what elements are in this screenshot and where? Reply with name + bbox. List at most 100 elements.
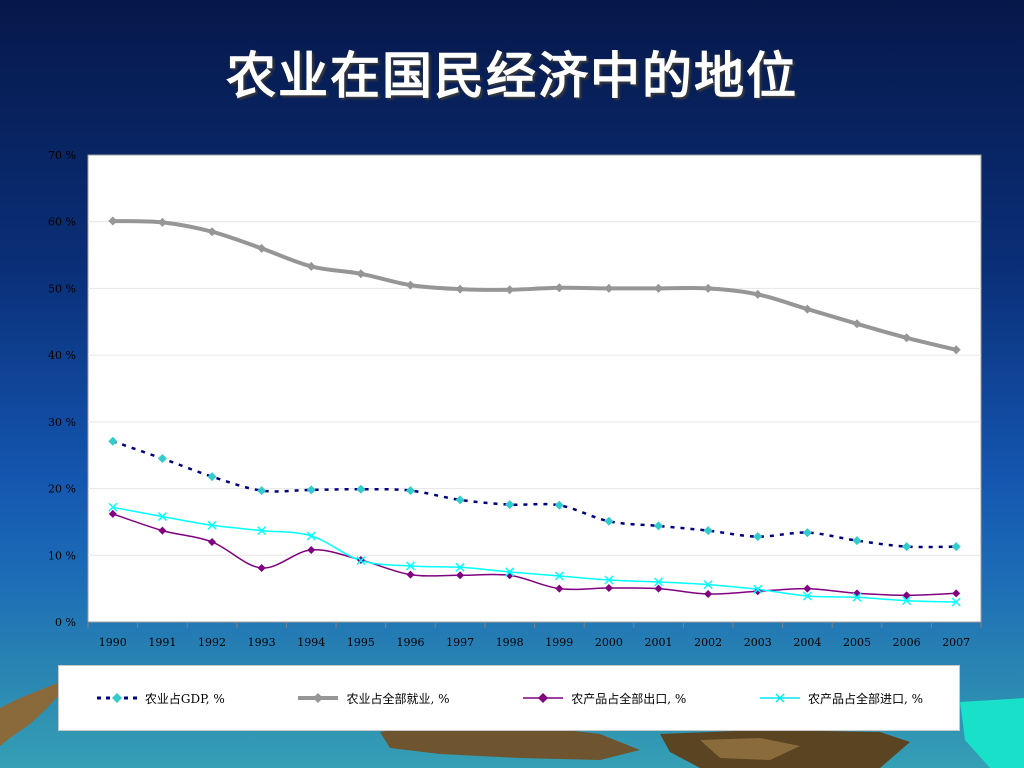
data-point-employment bbox=[108, 216, 118, 226]
data-point-gdp bbox=[852, 536, 862, 546]
x-tick-label: 1990 bbox=[99, 636, 127, 649]
data-point-imports bbox=[257, 526, 267, 536]
x-tick-label: 2006 bbox=[893, 636, 921, 649]
legend-item-employment: 农业占全部就业, % bbox=[296, 690, 450, 707]
data-point-exports bbox=[406, 570, 415, 579]
series-line-imports bbox=[112, 506, 957, 603]
legend-swatch-imports bbox=[760, 693, 801, 703]
data-point-imports bbox=[505, 567, 515, 577]
data-point-imports bbox=[951, 597, 961, 607]
data-point-imports bbox=[753, 584, 763, 594]
legend-swatch-gdp bbox=[96, 693, 137, 703]
data-point-imports bbox=[802, 591, 812, 601]
data-point-employment bbox=[703, 283, 713, 293]
data-point-employment bbox=[157, 217, 167, 227]
data-point-gdp bbox=[753, 532, 763, 542]
data-point-employment bbox=[802, 304, 812, 314]
data-point-imports bbox=[157, 512, 167, 522]
data-point-gdp bbox=[306, 485, 316, 495]
legend-item-imports: 农产品占全部进口, % bbox=[758, 690, 923, 707]
data-point-gdp bbox=[902, 542, 912, 552]
y-tick-label: 70 % bbox=[48, 149, 76, 162]
data-point-gdp bbox=[455, 495, 465, 505]
data-point-gdp bbox=[356, 484, 366, 494]
data-point-exports bbox=[257, 563, 266, 572]
data-point-employment bbox=[951, 345, 961, 355]
data-point-exports bbox=[208, 537, 217, 546]
data-point-employment bbox=[257, 243, 267, 253]
legend-label-gdp: 农业占GDP, % bbox=[144, 691, 225, 706]
data-point-imports bbox=[405, 561, 416, 571]
data-point-exports bbox=[604, 583, 613, 592]
legend-item-exports: 农产品占全部出口, % bbox=[521, 690, 686, 707]
data-point-imports bbox=[306, 531, 316, 541]
data-point-exports bbox=[555, 584, 564, 593]
x-tick-label: 1993 bbox=[248, 636, 276, 649]
x-tick-label: 2004 bbox=[793, 636, 821, 649]
data-point-employment bbox=[455, 284, 465, 294]
data-point-imports bbox=[852, 592, 862, 602]
data-point-exports bbox=[456, 571, 465, 580]
data-point-employment bbox=[604, 283, 614, 293]
data-point-gdp bbox=[207, 472, 217, 482]
data-point-imports bbox=[604, 575, 614, 585]
x-tick-label: 1997 bbox=[446, 636, 474, 649]
data-point-imports bbox=[554, 571, 564, 581]
series-line-exports bbox=[112, 513, 957, 597]
legend-label-employment: 农业占全部就业, % bbox=[346, 691, 450, 706]
data-point-imports bbox=[902, 596, 912, 606]
x-tick-label: 2002 bbox=[694, 636, 722, 649]
data-point-employment bbox=[207, 227, 217, 237]
x-tick-label: 1996 bbox=[396, 636, 424, 649]
data-point-employment bbox=[356, 269, 366, 279]
legend-swatch-exports bbox=[523, 693, 564, 703]
legend-label-imports: 农产品占全部进口, % bbox=[808, 691, 924, 706]
data-point-imports bbox=[207, 520, 217, 530]
legend-label-exports: 农产品占全部出口, % bbox=[571, 691, 687, 706]
x-tick-label: 1998 bbox=[496, 636, 524, 649]
data-point-gdp bbox=[405, 486, 415, 496]
data-point-employment bbox=[852, 319, 862, 329]
data-point-imports bbox=[653, 577, 664, 587]
data-point-gdp bbox=[157, 454, 167, 464]
chart-legend: 农业占GDP, % 农业占全部就业, % 农产品占全部出口, % 农产品占全部进… bbox=[58, 665, 960, 731]
data-point-employment bbox=[405, 280, 415, 290]
data-point-exports bbox=[654, 584, 663, 593]
data-point-gdp bbox=[505, 500, 515, 510]
x-tick-label: 2001 bbox=[645, 636, 673, 649]
data-point-imports bbox=[356, 556, 366, 566]
data-point-employment bbox=[753, 289, 763, 299]
data-point-imports bbox=[108, 502, 118, 512]
data-point-gdp bbox=[654, 521, 664, 531]
slide-title: 农业在国民经济中的地位 bbox=[226, 47, 798, 105]
y-tick-label: 0 % bbox=[55, 616, 76, 629]
x-tick-label: 2005 bbox=[843, 636, 871, 649]
data-point-employment bbox=[902, 333, 912, 343]
data-point-exports bbox=[158, 526, 167, 535]
y-tick-label: 50 % bbox=[48, 282, 76, 295]
data-point-gdp bbox=[951, 542, 961, 552]
data-point-exports bbox=[704, 589, 713, 598]
data-point-imports bbox=[455, 562, 465, 572]
data-point-exports bbox=[108, 509, 117, 518]
data-point-employment bbox=[505, 285, 515, 295]
y-tick-label: 30 % bbox=[48, 416, 76, 429]
legend-swatch-employment bbox=[298, 693, 339, 703]
x-tick-label: 1992 bbox=[198, 636, 226, 649]
data-point-gdp bbox=[802, 528, 812, 538]
data-point-employment bbox=[306, 261, 316, 271]
data-point-gdp bbox=[703, 526, 713, 536]
data-point-gdp bbox=[108, 436, 118, 446]
y-tick-label: 40 % bbox=[48, 349, 76, 362]
data-point-gdp bbox=[554, 500, 564, 510]
data-point-gdp bbox=[604, 516, 614, 526]
series-line-employment bbox=[112, 219, 957, 352]
x-tick-label: 1991 bbox=[148, 636, 176, 649]
x-tick-label: 1999 bbox=[545, 636, 573, 649]
x-tick-label: 2007 bbox=[942, 636, 970, 649]
data-point-imports bbox=[703, 580, 713, 590]
plot-area bbox=[87, 154, 982, 623]
data-point-employment bbox=[654, 283, 664, 293]
data-point-exports bbox=[902, 591, 911, 600]
y-tick-label: 20 % bbox=[48, 483, 76, 496]
